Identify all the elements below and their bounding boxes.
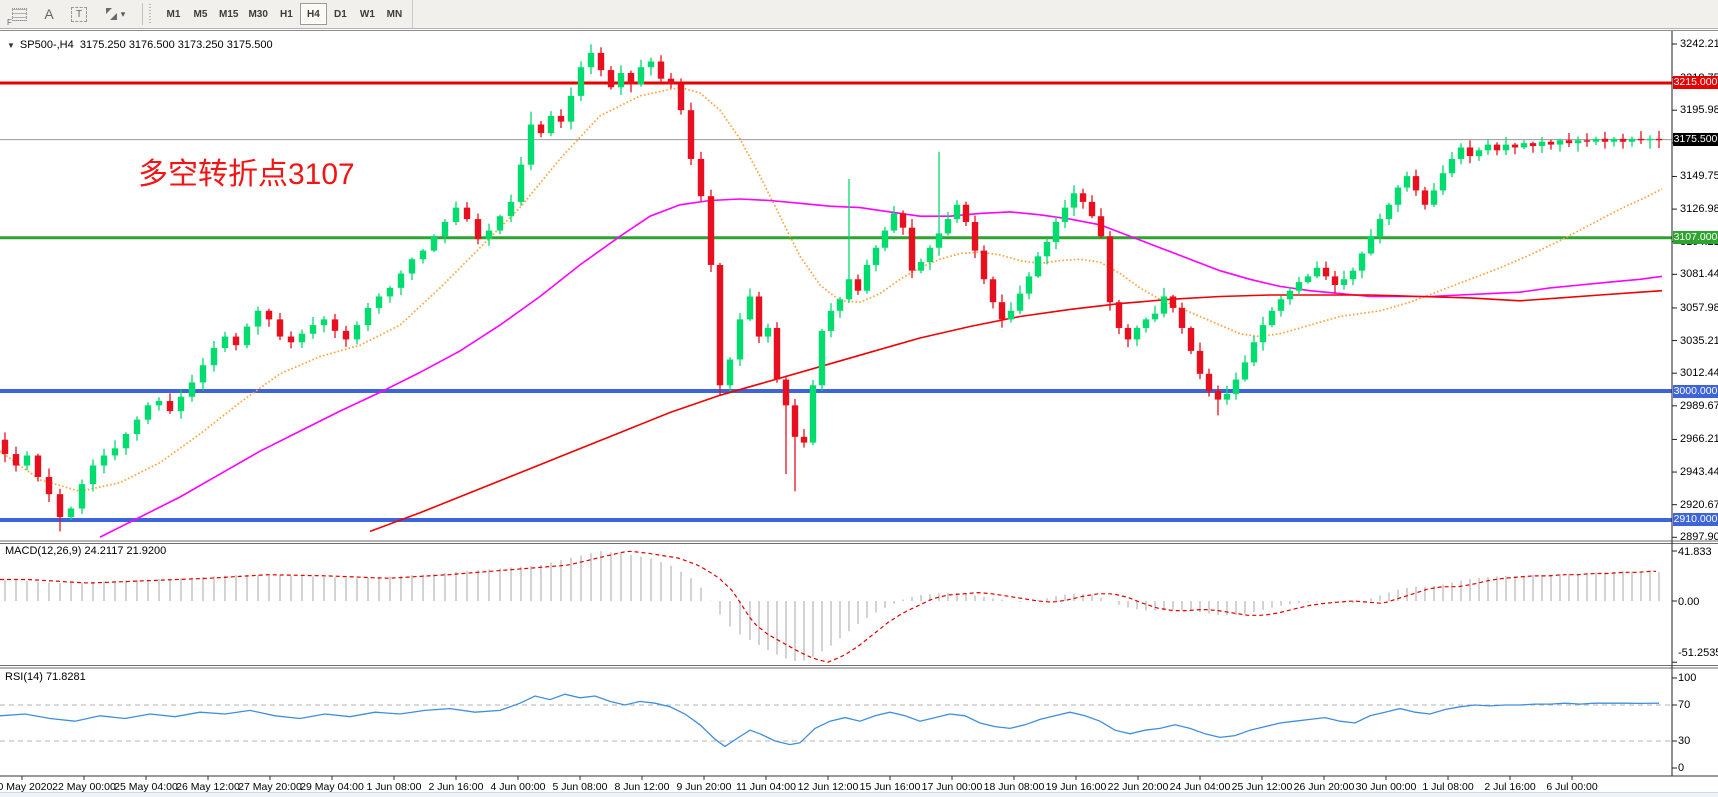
timeframe-button-m30[interactable]: M30 xyxy=(248,8,268,20)
candles-layer xyxy=(1,44,1663,532)
rsi-layer xyxy=(0,693,1672,748)
level-lines-layer xyxy=(0,81,1672,522)
ma-mid-magenta-layer xyxy=(99,198,1663,538)
ma-fast-orange-layer xyxy=(0,86,1663,493)
price-axis[interactable] xyxy=(1672,31,1718,776)
timeframe-button-group: M1 M5 M15 M30 H1 H4 D1 W1 MN xyxy=(156,0,413,28)
timeframe-button-h1[interactable]: H1 xyxy=(280,8,293,20)
timeframe-button-m5[interactable]: M5 xyxy=(193,8,208,20)
text-box-icon[interactable]: T xyxy=(66,2,92,26)
ma-slow-red-layer xyxy=(369,289,1663,533)
axis-ticks-layer xyxy=(21,43,1677,780)
chevron-down-icon: ▾ xyxy=(120,8,126,19)
timeframe-button-mn[interactable]: MN xyxy=(386,8,403,20)
fibonacci-icon[interactable]: F xyxy=(6,2,32,27)
window-bottom-edge xyxy=(0,792,1718,797)
frame-layer xyxy=(0,31,1718,777)
drawing-tools-group: F A T ▾ xyxy=(0,0,140,28)
toolbar-separator xyxy=(142,3,143,25)
chart-canvas[interactable] xyxy=(0,31,1718,797)
timeframe-button-m15[interactable]: M15 xyxy=(219,8,239,20)
macd-layer xyxy=(0,550,1660,663)
chart-area[interactable]: ▼ SP500-,H4 3175.250 3176.500 3173.250 31… xyxy=(0,30,1718,797)
toolbar-drag-handle[interactable] xyxy=(148,4,153,24)
timeframe-button-d1[interactable]: D1 xyxy=(334,8,347,20)
timeframe-button-w1[interactable]: W1 xyxy=(359,8,375,20)
arrow-objects-icon[interactable]: ▾ xyxy=(96,2,134,26)
timeframe-button-m1[interactable]: M1 xyxy=(166,8,181,20)
timeframe-button-h4[interactable]: H4 xyxy=(299,3,327,25)
toolbar: F A T ▾ M1 M5 M15 M30 H1 H4 D1 W1 MN xyxy=(0,0,1718,29)
text-label-icon[interactable]: A xyxy=(44,6,54,22)
